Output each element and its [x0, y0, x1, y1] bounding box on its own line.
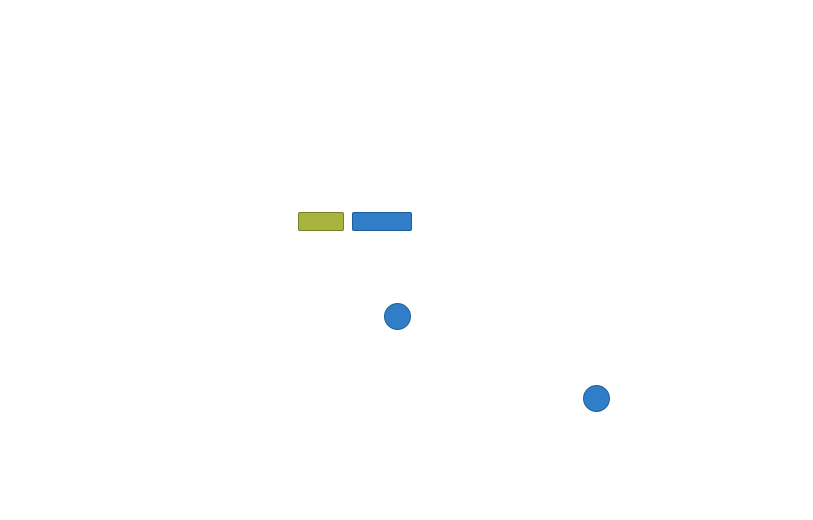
- stock-chart-window: [0, 0, 813, 520]
- chart-canvas: [0, 0, 813, 520]
